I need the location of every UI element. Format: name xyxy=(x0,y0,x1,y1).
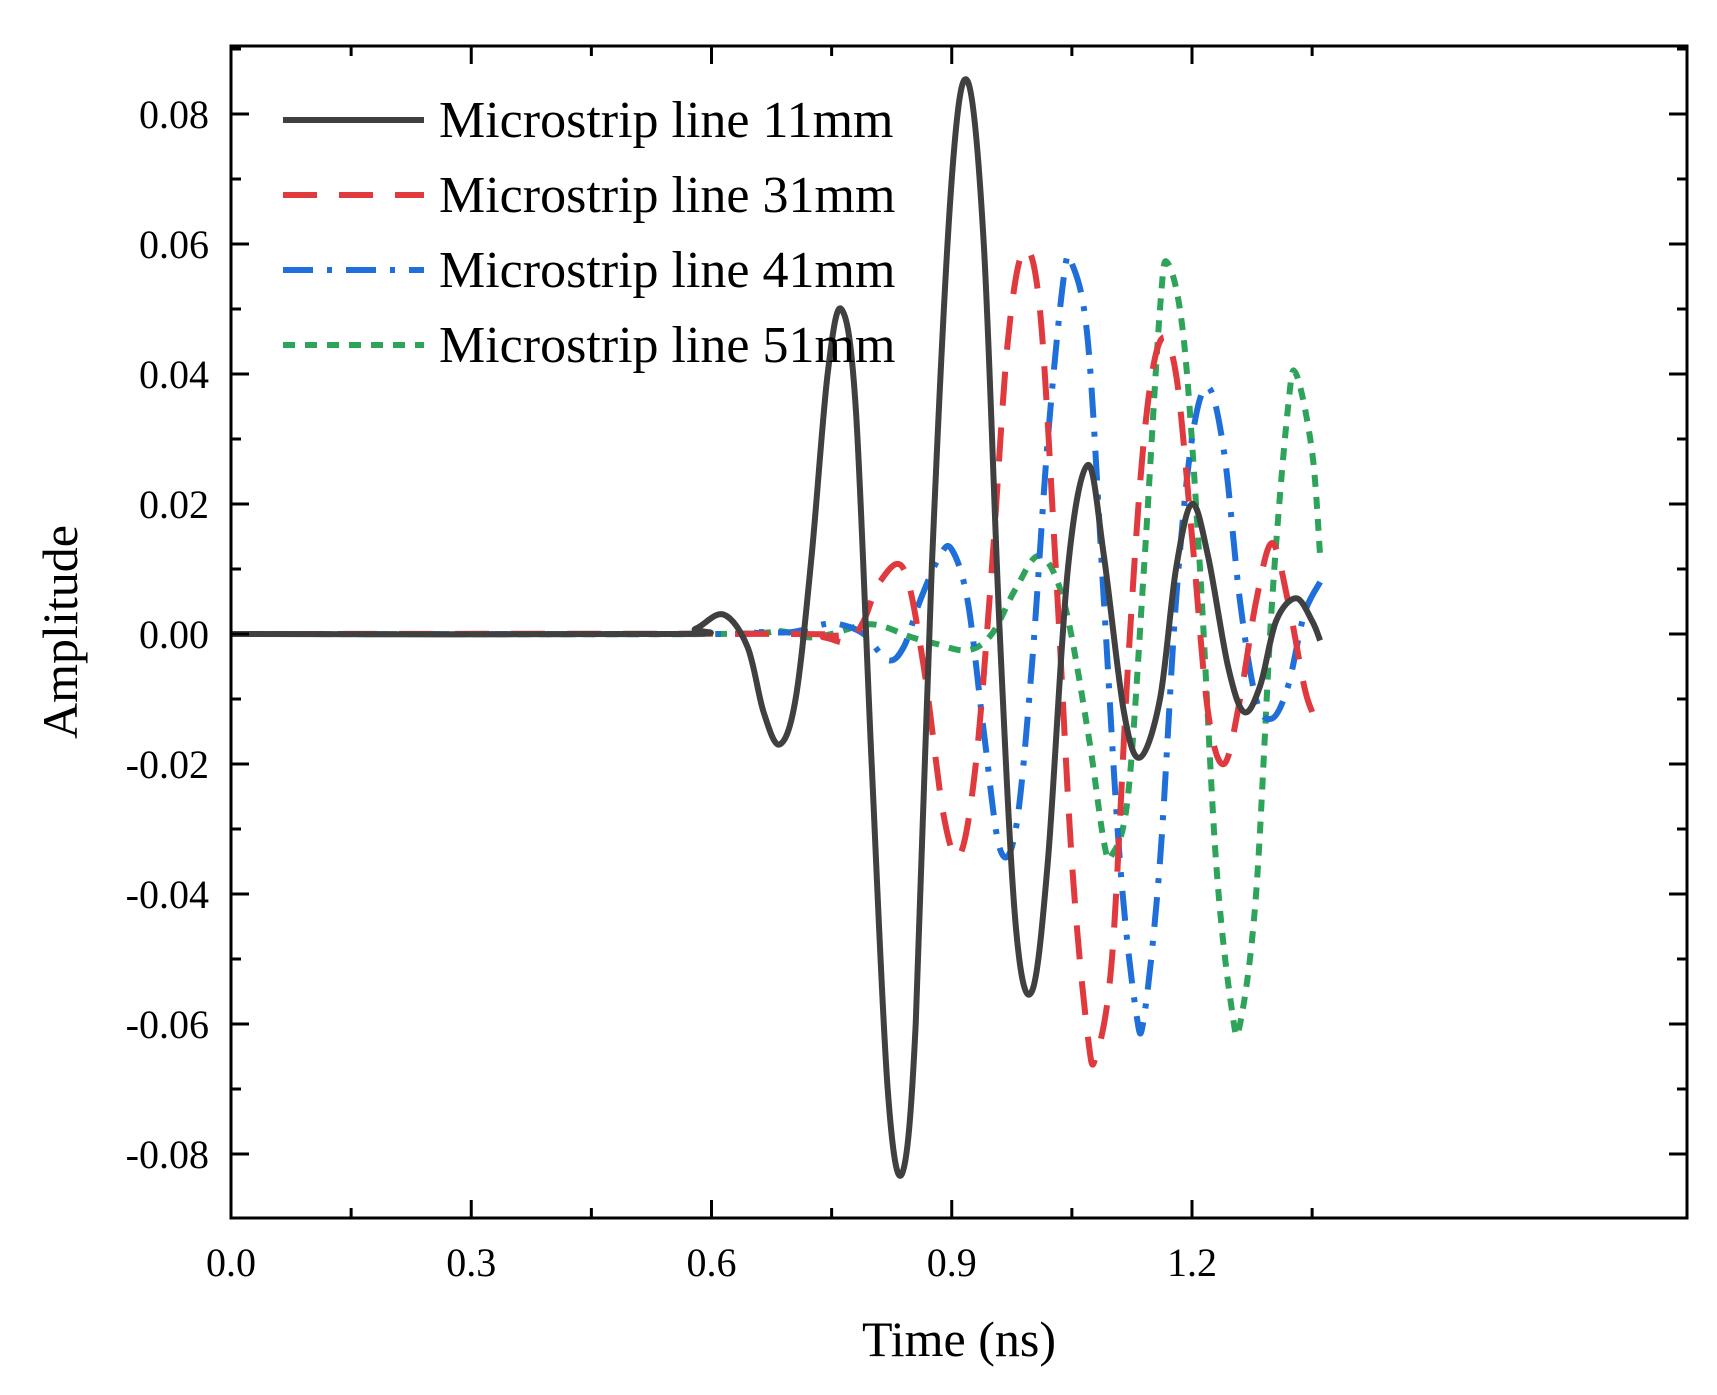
y-tick-label: -0.02 xyxy=(126,742,209,787)
series-line-1 xyxy=(231,76,1323,1179)
series-layer xyxy=(231,76,1324,1179)
tick-label-layer: 0.0 0.3 0.6 0.9 1.2 0.08 0.06 0.04 0.02 0.00 -0.02… xyxy=(126,92,1217,1285)
x-tick-label: 0.0 xyxy=(206,1240,256,1285)
legend-label-3: Microstrip line 41mm xyxy=(439,242,895,299)
y-axis-title: Amplitude xyxy=(32,525,88,739)
y-tick-label: 0.00 xyxy=(139,612,209,657)
tick-layer xyxy=(229,46,1687,1218)
y-tick-label: -0.06 xyxy=(126,1002,209,1047)
x-tick-label: 1.2 xyxy=(1167,1240,1217,1285)
y-tick-label: -0.08 xyxy=(126,1132,209,1177)
series-line-2 xyxy=(231,246,1315,1068)
legend-label-2: Microstrip line 31mm xyxy=(439,167,895,224)
y-tick-label: 0.04 xyxy=(139,352,209,397)
y-tick-label: 0.08 xyxy=(139,92,209,137)
plot-frame xyxy=(229,44,1689,1220)
legend: Microstrip line 11mm Microstrip line 31mm… xyxy=(283,92,895,374)
series-line-3 xyxy=(231,251,1323,1037)
x-tick-label: 0.9 xyxy=(927,1240,977,1285)
y-tick-label: 0.02 xyxy=(139,482,209,527)
y-tick-label: 0.06 xyxy=(139,222,209,267)
x-axis-title: Time (ns) xyxy=(862,1311,1056,1367)
x-tick-label: 0.3 xyxy=(446,1240,496,1285)
y-tick-label: -0.04 xyxy=(126,872,209,917)
legend-label-1: Microstrip line 11mm xyxy=(439,92,893,149)
x-tick-label: 0.6 xyxy=(687,1240,737,1285)
legend-label-4: Microstrip line 51mm xyxy=(439,317,895,374)
